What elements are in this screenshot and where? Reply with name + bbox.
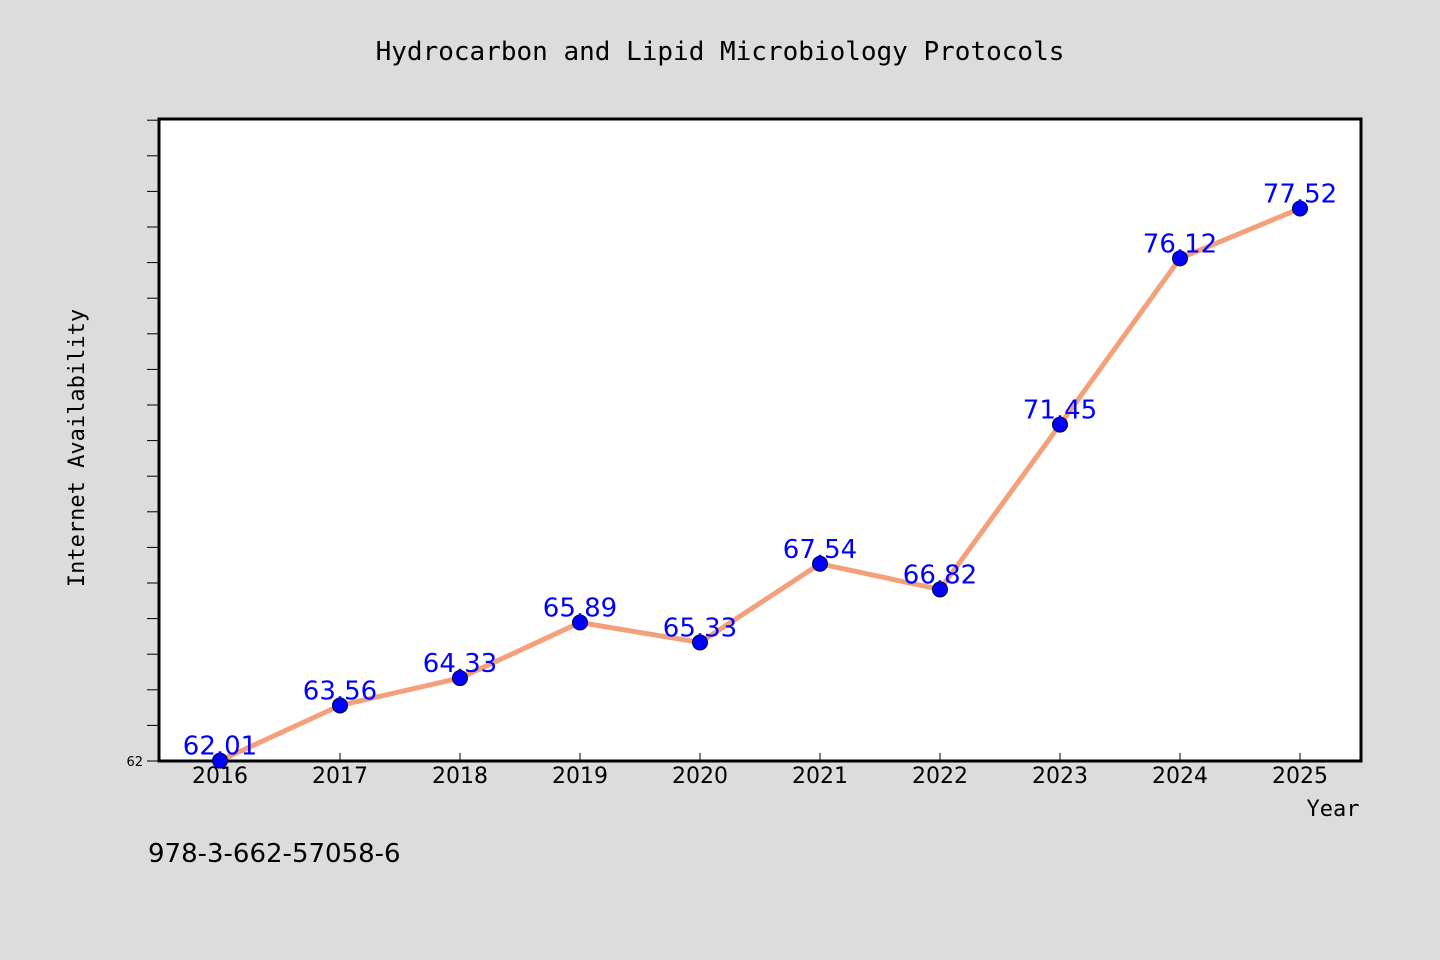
data-label: 77.52: [1263, 179, 1337, 209]
x-axis-ticks: 2016 2017 2018 2019 2020 2021 2022 2023 2024 2025: [192, 753, 1328, 789]
data-point: [1292, 200, 1308, 217]
x-axis-title: Year: [1307, 797, 1360, 822]
y-axis-ticks: 62: [126, 119, 159, 770]
x-tick-label: 2019: [552, 764, 608, 789]
x-tick-label: 2022: [912, 764, 968, 789]
data-point: [332, 697, 348, 714]
y-tick-label: 62: [126, 755, 143, 770]
x-tick-label: 2023: [1032, 764, 1088, 789]
data-point: [812, 555, 828, 572]
x-tick-label: 2021: [792, 764, 848, 789]
data-label: 62.01: [183, 732, 257, 762]
data-label: 64.33: [423, 649, 497, 679]
data-label: 66.82: [903, 560, 977, 590]
data-point: [572, 614, 588, 631]
x-tick-label: 2020: [672, 764, 728, 789]
data-point: [692, 634, 708, 651]
data-label: 63.56: [303, 676, 377, 706]
data-label: 71.45: [1023, 396, 1097, 426]
data-label: 67.54: [783, 535, 857, 565]
x-tick-label: 2024: [1152, 764, 1208, 789]
y-axis-title: Internet Availability: [65, 309, 90, 587]
data-label: 65.89: [543, 594, 617, 624]
data-point: [1052, 416, 1068, 433]
data-point: [212, 752, 228, 769]
series-line: [217, 205, 1303, 764]
data-point: [1172, 250, 1188, 267]
chart-title: Hydrocarbon and Lipid Microbiology Proto…: [376, 37, 1065, 67]
isbn-footnote: 978-3-662-57058-6: [148, 839, 401, 869]
data-label: 65.33: [663, 613, 737, 643]
data-series: [212, 200, 1308, 769]
x-tick-label: 2017: [312, 764, 368, 789]
data-labels: 62.01 63.56 64.33 65.89 65.33 67.54 66.82 71.45…: [183, 179, 1337, 761]
data-point: [932, 581, 948, 598]
data-point: [452, 670, 468, 687]
x-tick-label: 2025: [1272, 764, 1328, 789]
plot-area: [157, 117, 1363, 763]
data-label: 76.12: [1143, 229, 1217, 259]
x-tick-label: 2018: [432, 764, 488, 789]
